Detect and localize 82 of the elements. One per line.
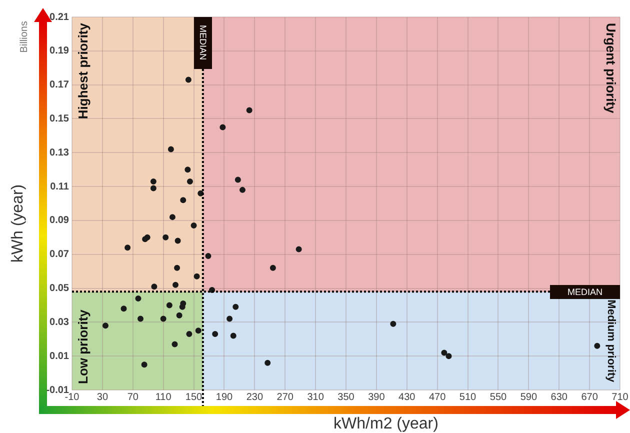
x-tick-label: 550: [490, 392, 507, 403]
point: [190, 222, 197, 229]
x-tick-label: 190: [216, 392, 233, 403]
y-tick-label: 0.11: [50, 181, 70, 192]
point: [120, 306, 127, 312]
point: [185, 76, 192, 83]
point: [168, 146, 174, 152]
x-tick-label: 710: [612, 392, 629, 403]
x-tick-label: 230: [246, 392, 264, 403]
point: [446, 353, 452, 360]
annotation: Medium priority: [604, 300, 617, 384]
x-tick-label: 150: [185, 392, 203, 403]
point: [180, 197, 186, 204]
point: [220, 124, 226, 130]
label-tag: MEDIAN: [550, 284, 620, 299]
point: [151, 284, 158, 290]
y-axis-title: kWh (year): [9, 184, 26, 263]
point: [594, 342, 600, 349]
point: [138, 316, 144, 322]
point: [184, 166, 191, 173]
x-tick-label: 510: [459, 392, 477, 403]
point: [135, 295, 142, 302]
point: [212, 331, 218, 338]
point: [186, 178, 193, 184]
y-tick-label: 0.17: [50, 80, 70, 91]
point: [124, 244, 131, 251]
y-tick-label: 0.07: [50, 249, 70, 260]
x-tick-label: 30: [96, 392, 108, 403]
point: [195, 328, 202, 334]
x-tick-label: 470: [428, 392, 446, 403]
point: [232, 304, 239, 310]
x-tick-label: 630: [550, 392, 568, 403]
x-tick-label: 70: [127, 392, 139, 403]
point: [270, 264, 276, 271]
point: [246, 107, 252, 114]
y-tick-label: 0.09: [50, 215, 70, 226]
point: [296, 246, 302, 252]
annotation: Low priority: [76, 308, 91, 384]
x-axis-title: kWh/m2 (year): [334, 415, 438, 432]
point: [174, 264, 180, 271]
y-tick-label: 0.05: [50, 283, 70, 294]
point: [160, 316, 166, 322]
label-tag: MEDIAN: [194, 17, 212, 69]
point: [169, 214, 176, 220]
point: [150, 178, 156, 184]
y-tick-label: 0.19: [50, 46, 70, 57]
point: [141, 362, 148, 368]
x-tick-label: 390: [368, 392, 386, 403]
text: Billions: [18, 21, 30, 53]
y-tick-label: 0.21: [50, 12, 70, 23]
point: [166, 302, 172, 308]
x-tick-label: 350: [338, 392, 355, 403]
point: [150, 185, 156, 192]
point: [186, 331, 192, 338]
point: [205, 253, 212, 260]
point: [264, 360, 271, 366]
point: [194, 273, 200, 280]
point: [226, 316, 233, 322]
y-tick-label: 0.01: [50, 350, 70, 362]
point: [239, 186, 246, 193]
point: [198, 190, 204, 196]
point: [162, 234, 169, 240]
x-tick-label: 310: [307, 392, 324, 403]
y-tick-label: 0.13: [50, 147, 70, 158]
point: [172, 341, 178, 348]
x-tick-label: 590: [520, 392, 538, 403]
annotation: Highest priority: [76, 22, 91, 120]
y-tick-label: 0.03: [50, 316, 70, 328]
point: [234, 176, 241, 183]
point: [230, 332, 236, 339]
point: [172, 282, 179, 288]
point: [390, 320, 396, 327]
point: [176, 312, 182, 318]
x-tick-label: 110: [155, 392, 172, 403]
point: [102, 322, 108, 329]
point: [174, 238, 181, 244]
point: [441, 350, 448, 356]
x-tick-label: 670: [581, 392, 598, 403]
x-tick-label: 270: [276, 392, 294, 403]
x-tick-label: 430: [398, 392, 416, 403]
annotation: Urgent priority: [603, 23, 618, 114]
y-tick-label: 0.15: [50, 113, 70, 124]
